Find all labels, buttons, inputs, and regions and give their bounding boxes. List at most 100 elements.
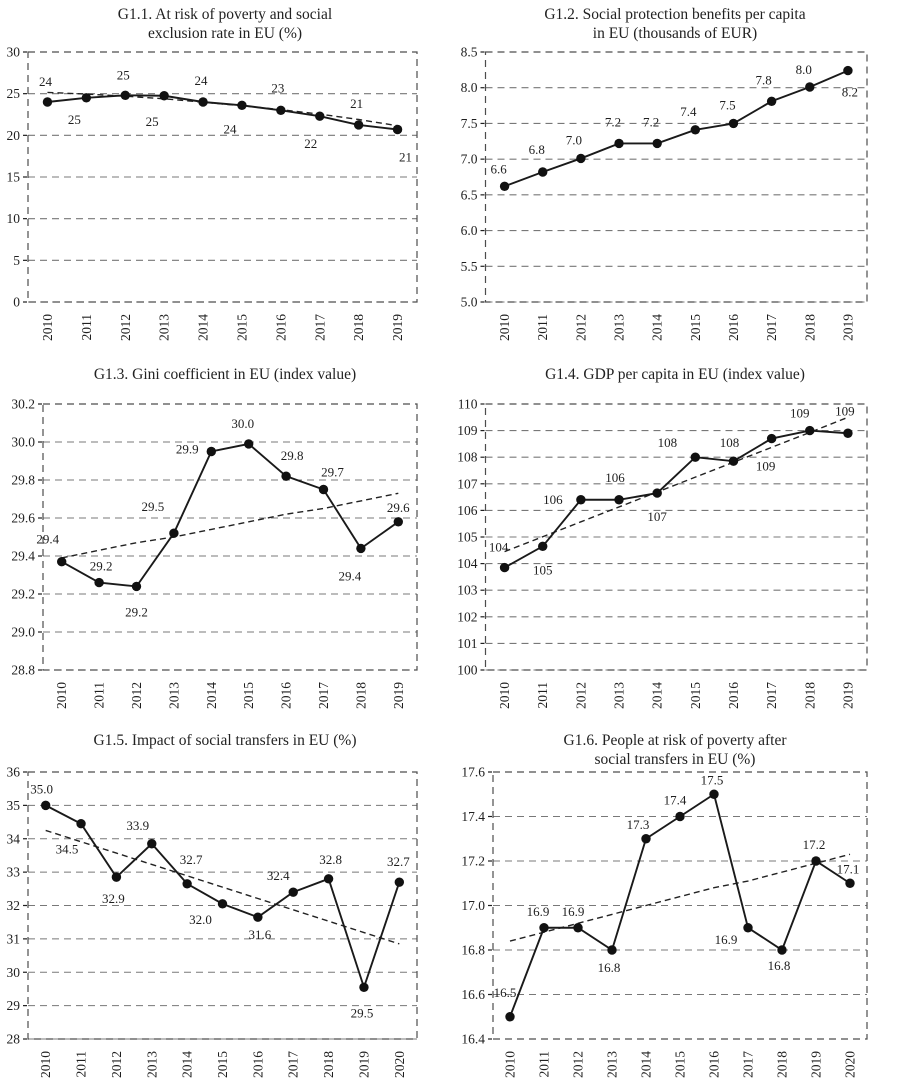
chart-title-line: G1.4. GDP per capita in EU (index value) [545, 366, 805, 383]
chart-title: G1.4. GDP per capita in EU (index value) [450, 352, 900, 398]
svg-text:107: 107 [647, 509, 667, 524]
svg-text:16.4: 16.4 [461, 1032, 485, 1047]
svg-text:7.2: 7.2 [605, 114, 621, 129]
svg-text:2019: 2019 [356, 1051, 371, 1078]
svg-text:2018: 2018 [353, 682, 368, 709]
svg-text:30.2: 30.2 [11, 398, 35, 412]
svg-text:7.8: 7.8 [756, 72, 772, 87]
svg-text:2015: 2015 [688, 314, 703, 341]
svg-text:2013: 2013 [612, 682, 627, 709]
svg-text:24: 24 [195, 73, 209, 88]
svg-text:24: 24 [223, 121, 237, 136]
svg-text:17.5: 17.5 [701, 772, 724, 787]
chart-g1-1: G1.1. At risk of poverty and social excl… [0, 0, 450, 352]
chart-canvas-g1-6: 17.6 17.4 17.2 17.0 16.8 16.6 16.4 2010 2011 2012… [461, 766, 868, 1078]
svg-text:109: 109 [790, 406, 810, 421]
chart-canvas-g1-4: 110 109 108 107 106 105 104 103 102 101 100 2010 201… [457, 398, 868, 709]
svg-text:30: 30 [7, 965, 21, 980]
svg-text:2011: 2011 [535, 682, 550, 709]
svg-text:6.0: 6.0 [461, 223, 478, 238]
chart-canvas-g1-2: 8.5 8.0 7.5 7.0 6.5 6.0 5.5 5.0 2010 2011 2012 2013… [461, 46, 868, 341]
chart-g1-6: G1.6. People at risk of poverty after so… [450, 720, 900, 1089]
svg-text:105: 105 [457, 530, 478, 545]
svg-text:29.8: 29.8 [11, 473, 35, 488]
svg-text:2020: 2020 [843, 1051, 858, 1078]
svg-text:32.4: 32.4 [267, 868, 290, 883]
svg-text:102: 102 [457, 609, 477, 624]
svg-text:32.7: 32.7 [387, 854, 410, 869]
svg-text:30: 30 [7, 46, 21, 60]
chart-title-line: social transfers in EU (%) [594, 751, 756, 768]
svg-text:2017: 2017 [741, 1051, 756, 1078]
chart-title-line: G1.6. People at risk of poverty after [563, 732, 787, 749]
svg-text:17.4: 17.4 [664, 793, 687, 808]
svg-text:108: 108 [658, 435, 678, 450]
chart-title: G1.3. Gini coefficient in EU (index valu… [0, 352, 450, 398]
svg-text:10: 10 [7, 211, 21, 226]
svg-text:16.8: 16.8 [598, 960, 621, 975]
svg-text:2015: 2015 [241, 682, 256, 709]
svg-text:2013: 2013 [157, 314, 172, 341]
svg-text:2017: 2017 [312, 314, 327, 341]
svg-text:29.4: 29.4 [11, 549, 35, 564]
svg-text:2013: 2013 [144, 1051, 159, 1078]
svg-text:22: 22 [304, 136, 317, 151]
svg-text:7.4: 7.4 [680, 104, 697, 119]
chart-canvas-g1-5: 36 35 34 33 32 31 30 29 28 2010 2011 2012 2013 2014 20… [7, 766, 418, 1078]
svg-text:29.2: 29.2 [11, 587, 35, 602]
svg-text:29.8: 29.8 [281, 448, 304, 463]
svg-text:25: 25 [117, 67, 130, 82]
svg-text:5: 5 [13, 253, 20, 268]
svg-text:2012: 2012 [129, 682, 144, 709]
svg-text:106: 106 [605, 470, 625, 485]
svg-text:2010: 2010 [40, 314, 55, 341]
svg-text:35.0: 35.0 [30, 781, 53, 796]
svg-text:106: 106 [457, 503, 478, 518]
svg-text:109: 109 [835, 403, 855, 418]
svg-text:2014: 2014 [639, 1051, 654, 1078]
svg-text:2014: 2014 [196, 314, 211, 341]
svg-text:2014: 2014 [650, 314, 665, 341]
svg-text:8.0: 8.0 [461, 80, 478, 95]
svg-text:2018: 2018 [775, 1051, 790, 1078]
svg-text:104: 104 [457, 556, 478, 571]
svg-text:25: 25 [68, 112, 81, 127]
svg-text:101: 101 [457, 636, 477, 651]
svg-text:17.1: 17.1 [837, 861, 860, 876]
svg-text:16.6: 16.6 [461, 987, 485, 1002]
svg-text:2010: 2010 [54, 682, 69, 709]
svg-text:2019: 2019 [391, 682, 406, 709]
svg-text:2015: 2015 [673, 1051, 688, 1078]
svg-text:23: 23 [271, 80, 284, 95]
svg-text:2013: 2013 [166, 682, 181, 709]
chart-g1-4: G1.4. GDP per capita in EU (index value)… [450, 352, 900, 720]
svg-text:107: 107 [457, 476, 478, 491]
svg-text:2016: 2016 [250, 1051, 265, 1078]
svg-text:31.6: 31.6 [248, 927, 271, 942]
svg-text:2011: 2011 [537, 1051, 552, 1078]
svg-text:25: 25 [7, 86, 21, 101]
svg-text:29.2: 29.2 [90, 559, 113, 574]
svg-text:34.5: 34.5 [56, 842, 79, 857]
chart-title-line: in EU (thousands of EUR) [592, 25, 758, 42]
svg-text:2019: 2019 [809, 1051, 824, 1078]
svg-text:29: 29 [7, 998, 21, 1013]
svg-text:24: 24 [39, 74, 53, 89]
svg-text:6.6: 6.6 [490, 161, 507, 176]
svg-text:103: 103 [457, 583, 478, 598]
chart-g1-2: G1.2. Social protection benefits per cap… [450, 0, 900, 352]
svg-text:35: 35 [7, 798, 21, 813]
svg-text:31: 31 [7, 931, 21, 946]
svg-text:17.6: 17.6 [461, 766, 485, 780]
chart-g1-5: G1.5. Impact of social transfers in EU (… [0, 720, 450, 1089]
svg-text:2014: 2014 [180, 1051, 195, 1078]
svg-text:106: 106 [543, 492, 563, 507]
svg-text:20: 20 [7, 128, 21, 143]
svg-text:2017: 2017 [286, 1051, 301, 1078]
svg-text:32.7: 32.7 [180, 852, 203, 867]
svg-text:7.5: 7.5 [461, 116, 478, 131]
svg-text:8.0: 8.0 [796, 62, 812, 77]
svg-text:105: 105 [533, 562, 553, 577]
